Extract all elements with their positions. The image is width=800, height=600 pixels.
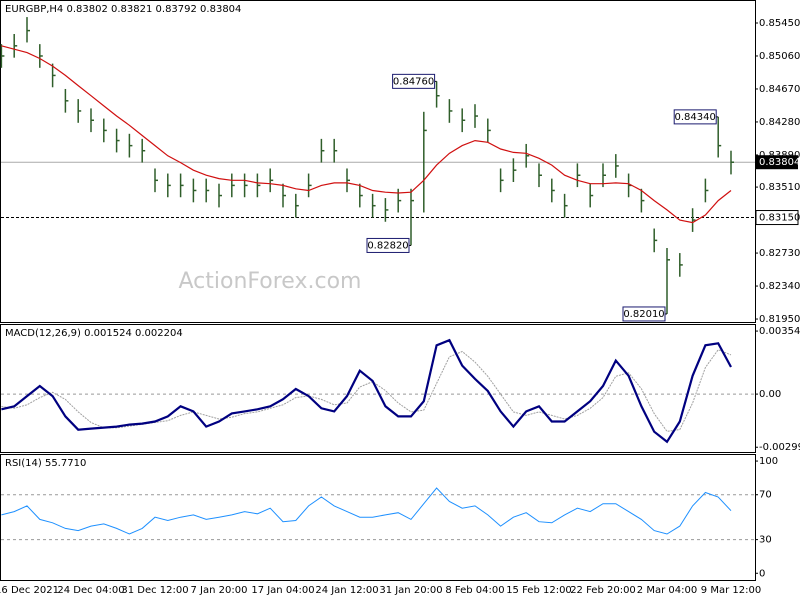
x-tick-label: 7 Jan 20:00 [191,585,248,596]
rsi-title: RSI(14) 55.7710 [5,458,86,469]
annotation-label: 0.84760 [393,76,434,87]
annotation-box [622,306,666,322]
level-label: 0.83150 [759,213,800,224]
signal-line [1,349,732,432]
y-tick-label: 0.85060 [759,51,800,62]
annotation-label: 0.84340 [675,112,716,123]
x-tick-label: 24 Jan 12:00 [315,585,378,596]
y-tick-label: 0.84280 [759,117,800,128]
y-tick-label: 0.81950 [759,314,800,325]
macd-panel [0,324,756,453]
x-tick-label: 2 Mar 04:00 [637,585,697,596]
x-tick-label: 8 Feb 04:00 [445,585,504,596]
x-tick-label: 31 Dec 12:00 [121,585,188,596]
last-price-box [756,155,798,170]
rsi-panel [0,454,756,581]
y-tick-label: 0.003548 [759,326,800,337]
moving-average [1,45,732,224]
y-tick-label: 70 [759,490,772,501]
y-tick-label: 0 [759,568,765,579]
annotation-box [673,109,717,125]
x-tick-label: 24 Dec 04:00 [57,585,124,596]
x-tick-label: 16 Dec 2021 [0,585,59,596]
annotation-box [366,237,410,253]
x-tick-label: 22 Feb 20:00 [570,585,636,596]
y-tick-label: 0.83510 [759,182,800,193]
y-tick-label: 0.85450 [759,18,800,29]
annotation-box [392,73,436,89]
chart-title: EURGBP,H4 0.83802 0.83821 0.83792 0.8380… [5,4,241,15]
x-tick-label: 31 Jan 20:00 [379,585,442,596]
last-price-label: 0.83804 [759,157,800,168]
price-panel [0,0,756,323]
level-box [755,210,799,226]
macd-title: MACD(12,26,9) 0.001524 0.002204 [5,328,183,339]
rsi-line [1,487,732,535]
y-tick-label: 0.82730 [759,248,800,259]
y-tick-label: -0.002992 [759,442,800,453]
annotation-label: 0.82010 [623,309,664,320]
x-tick-label: 9 Mar 12:00 [701,585,761,596]
watermark: ActionForex.com [179,269,362,294]
x-tick-label: 15 Feb 12:00 [506,585,572,596]
y-tick-label: 30 [759,535,772,546]
y-tick-label: 0.82340 [759,281,800,292]
y-tick-label: 0.00 [759,389,781,400]
macd-line [1,338,732,444]
y-tick-label: 0.84670 [759,84,800,95]
y-tick-label: 100 [759,456,778,467]
x-tick-label: 17 Jan 04:00 [251,585,314,596]
annotation-label: 0.82820 [367,240,408,251]
